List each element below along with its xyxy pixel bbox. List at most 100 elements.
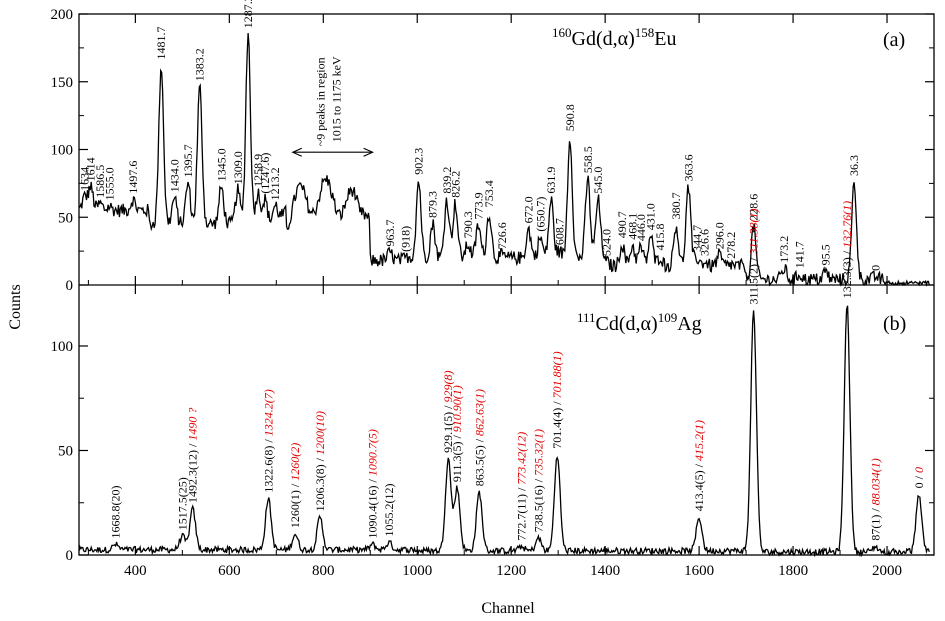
peak-label-b: 1492.3(12) / 1490 ? [186, 408, 200, 503]
peak-label-b: 1668.8(20) [109, 486, 123, 539]
y-axis-label: Counts [7, 284, 24, 329]
peak-energy-adopted: 1260(2) [288, 443, 302, 481]
peak-energy-measured: 1322.6(8) [261, 446, 275, 493]
peak-energy-adopted: 735.32(1) [531, 429, 545, 476]
peak-separator: / [450, 432, 464, 441]
x-tick-label: 1800 [778, 563, 808, 579]
y-tick-label-a: 200 [51, 7, 74, 23]
region-note-line1: ~9 peaks in region [314, 57, 328, 146]
peak-energy-measured: 1260(1) [288, 490, 302, 528]
peak-label-a: 753.4 [482, 180, 496, 207]
peak-energy-adopted: 88.034(1) [868, 458, 882, 505]
peak-energy-measured: 929.1(5) [441, 412, 455, 453]
peak-label-b: 1260(1) / 1260(2) [288, 443, 302, 528]
y-tick-label-a: 50 [58, 210, 73, 226]
peak-label-a: (918) [399, 226, 413, 252]
reaction-text-a: Gd(d, [572, 28, 618, 50]
peak-label-a: 1586.5 [93, 165, 107, 198]
peak-separator: / [840, 248, 854, 257]
peak-energy-adopted: 773.42(12) [515, 432, 529, 485]
peak-label-a: 1481.7 [154, 27, 168, 60]
peak-energy-measured: 413.4(5) [692, 470, 706, 511]
product-symbol-a: Eu [654, 28, 676, 50]
y-tick-label-b: 50 [58, 443, 73, 459]
x-tick-label: 2000 [872, 563, 902, 579]
peak-separator: / [288, 481, 302, 490]
peak-label-a: 296.0 [712, 222, 726, 249]
peak-label-b: 1055.2(12) [382, 484, 396, 537]
x-tick-label: 800 [312, 563, 335, 579]
peak-label-a: 726.6 [495, 222, 509, 249]
peak-label-b: 738.5(16) / 735.32(1) [531, 429, 545, 532]
peak-energy-measured: 738.5(16) [531, 485, 545, 532]
peak-energy-adopted: 701.88(1) [550, 351, 564, 398]
peak-label-a: 36.3 [847, 155, 861, 176]
peak-separator: / [868, 505, 882, 514]
peak-label-b: 1206.3(8) / 1200(10) [313, 411, 327, 511]
peak-energy-adopted: 415.2(1) [692, 420, 706, 461]
x-axis-label: Channel [481, 600, 535, 617]
peak-label-a: 790.3 [461, 211, 475, 238]
peak-label-a: 902.3 [412, 148, 426, 175]
reaction-text-b: Cd(d, [596, 313, 641, 335]
reaction-label-b: 111Cd(d,α)109Ag [577, 310, 702, 335]
peak-label-b: 413.4(5) / 415.2(1) [692, 420, 706, 511]
peak-label-a: 278.2 [724, 232, 738, 259]
y-tick-label-a: 0 [66, 278, 74, 294]
peak-label-a: (1247.6) [258, 153, 272, 194]
peak-label-b: 1517.5(25) [175, 477, 189, 530]
peak-energy-adopted: 1490 ? [186, 408, 200, 441]
x-tick-label: 400 [124, 563, 147, 579]
peak-energy-measured: 132.3(3) [840, 257, 854, 298]
peak-separator: / [515, 485, 529, 494]
peak-label-a: 558.5 [581, 146, 595, 173]
peak-label-a: 431.0 [644, 203, 658, 230]
x-tick-label: 1000 [402, 563, 432, 579]
reaction-close-b: ) [651, 313, 658, 335]
panel-label-b: (b) [883, 313, 906, 335]
peak-energy-measured: 0 [912, 482, 926, 488]
x-tick-label: 1600 [684, 563, 714, 579]
peak-label-a: 524.0 [600, 229, 614, 256]
spectrum-line-b [78, 305, 930, 558]
peak-label-a: 631.9 [544, 167, 558, 194]
peak-energy-adopted: 311.38(1) [747, 209, 761, 256]
peak-energy-adopted: 0 [912, 467, 926, 473]
peak-label-a: 590.8 [563, 104, 577, 131]
reaction-close-a: ) [628, 28, 635, 50]
peak-label-a: 963.7 [383, 220, 397, 247]
mass-number-product-b: 109 [658, 310, 678, 325]
peak-label-b: 863.5(5) / 862.63(1) [472, 389, 486, 486]
y-tick-label-b: 100 [51, 339, 74, 355]
peak-energy-measured: 1668.8(20) [109, 486, 123, 539]
spectrum-line-a [78, 33, 930, 288]
alpha-symbol-b: α [641, 313, 652, 335]
y-tick-label-a: 100 [51, 143, 74, 159]
peak-label-a: 545.0 [591, 167, 605, 194]
peak-label-a: 95.5 [819, 244, 833, 265]
mass-number-target-b: 111 [577, 310, 596, 325]
peak-label-a: 363.6 [681, 154, 695, 181]
alpha-symbol-a: α [618, 28, 629, 50]
peak-label-b: 1322.6(8) / 1324.2(7) [261, 389, 275, 492]
peak-energy-measured: 911.3(5) [450, 442, 464, 483]
peak-label-a: 141.7 [793, 241, 807, 268]
y-tick-label-a: 150 [51, 75, 74, 91]
peak-label-a: 879.3 [426, 191, 440, 218]
peak-label-b: 87(1) / 88.034(1) [868, 458, 882, 540]
peak-label-a: 173.2 [777, 236, 791, 263]
peak-separator: / [441, 403, 455, 412]
peak-energy-measured: 1206.3(8) [313, 464, 327, 511]
peak-label-b: 132.3(3) / 132.76(1) [840, 201, 854, 298]
peak-label-b: 911.3(5) / 910.90(1) [450, 385, 464, 482]
x-tick-label: 600 [218, 563, 241, 579]
peak-separator: / [912, 473, 926, 482]
peak-label-a: 826.2 [448, 171, 462, 198]
peak-label-a: 1614 [84, 157, 98, 181]
region-note-line2: 1015 to 1175 keV [330, 56, 344, 142]
x-tick-label: 1200 [496, 563, 526, 579]
peak-energy-adopted: 1324.2(7) [261, 389, 275, 436]
peak-label-a: 672.0 [522, 196, 536, 223]
x-tick-label: 1400 [590, 563, 620, 579]
